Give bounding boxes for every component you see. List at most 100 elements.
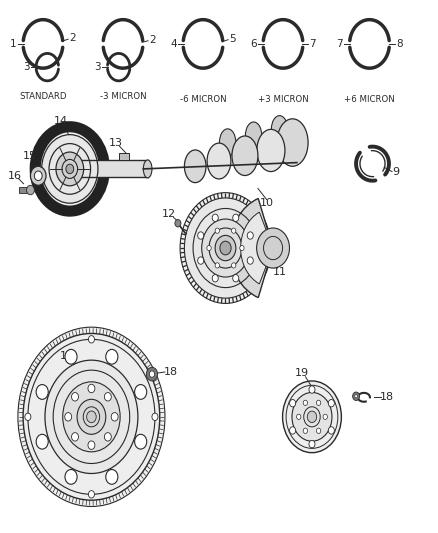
Circle shape xyxy=(328,400,334,407)
Text: 6: 6 xyxy=(250,39,257,49)
Circle shape xyxy=(292,392,332,441)
Circle shape xyxy=(106,470,118,484)
Ellipse shape xyxy=(257,130,285,172)
Text: 4: 4 xyxy=(170,39,177,49)
Ellipse shape xyxy=(232,136,258,175)
Circle shape xyxy=(247,257,253,264)
Circle shape xyxy=(316,400,321,406)
Circle shape xyxy=(56,152,84,186)
Circle shape xyxy=(240,245,244,251)
Circle shape xyxy=(215,263,219,268)
Circle shape xyxy=(25,413,31,421)
Bar xyxy=(19,187,30,193)
Text: 18: 18 xyxy=(163,367,178,377)
Text: 1: 1 xyxy=(10,39,17,49)
Circle shape xyxy=(233,274,239,282)
Text: -3 MICRON: -3 MICRON xyxy=(100,92,146,101)
Circle shape xyxy=(355,394,357,398)
Text: 2: 2 xyxy=(149,35,156,45)
Text: 18: 18 xyxy=(380,392,394,402)
Text: 8: 8 xyxy=(396,39,403,49)
Circle shape xyxy=(232,228,236,233)
Circle shape xyxy=(34,171,42,181)
Wedge shape xyxy=(230,198,273,297)
Text: 9: 9 xyxy=(393,166,400,176)
Ellipse shape xyxy=(143,160,152,178)
Circle shape xyxy=(152,413,158,421)
Circle shape xyxy=(297,414,301,419)
Text: 13: 13 xyxy=(109,138,123,148)
Text: 19: 19 xyxy=(295,368,309,378)
Circle shape xyxy=(215,236,236,261)
Text: 5: 5 xyxy=(230,34,236,44)
Circle shape xyxy=(353,392,360,400)
Circle shape xyxy=(87,411,96,423)
Circle shape xyxy=(247,232,253,239)
Circle shape xyxy=(316,428,321,433)
Circle shape xyxy=(66,164,74,174)
Circle shape xyxy=(88,384,95,393)
Circle shape xyxy=(134,434,147,449)
Circle shape xyxy=(328,427,334,434)
Circle shape xyxy=(45,360,138,473)
Bar xyxy=(79,160,148,177)
Circle shape xyxy=(307,411,317,423)
Circle shape xyxy=(88,491,95,498)
Text: 10: 10 xyxy=(260,198,274,208)
Text: STANDARD: STANDARD xyxy=(19,92,67,101)
Circle shape xyxy=(36,434,48,449)
Ellipse shape xyxy=(184,150,206,183)
Text: 3: 3 xyxy=(23,62,30,72)
Text: 16: 16 xyxy=(8,171,22,181)
Circle shape xyxy=(31,166,46,185)
Circle shape xyxy=(303,428,307,433)
Text: +6 MICRON: +6 MICRON xyxy=(344,94,395,103)
Circle shape xyxy=(290,400,296,407)
Circle shape xyxy=(207,245,211,251)
Circle shape xyxy=(303,400,307,406)
Circle shape xyxy=(257,228,290,268)
Circle shape xyxy=(71,433,78,441)
Circle shape xyxy=(212,274,218,282)
Circle shape xyxy=(146,367,158,381)
Circle shape xyxy=(35,127,104,211)
Circle shape xyxy=(104,393,111,401)
Circle shape xyxy=(134,385,147,399)
Circle shape xyxy=(71,393,78,401)
Ellipse shape xyxy=(207,143,231,179)
Text: 2: 2 xyxy=(69,33,76,43)
Circle shape xyxy=(202,219,249,277)
Circle shape xyxy=(198,257,204,264)
Circle shape xyxy=(23,334,160,500)
Circle shape xyxy=(149,371,155,377)
Circle shape xyxy=(65,413,72,421)
Circle shape xyxy=(111,413,118,421)
Circle shape xyxy=(77,399,106,434)
Circle shape xyxy=(104,433,111,441)
Text: +3 MICRON: +3 MICRON xyxy=(258,94,308,103)
Circle shape xyxy=(198,232,204,239)
Circle shape xyxy=(88,441,95,449)
Circle shape xyxy=(215,228,219,233)
Circle shape xyxy=(290,427,296,434)
Bar xyxy=(119,153,129,160)
Circle shape xyxy=(65,350,77,364)
Circle shape xyxy=(65,470,77,484)
Ellipse shape xyxy=(245,122,262,149)
Circle shape xyxy=(283,381,341,453)
Text: 7: 7 xyxy=(309,39,316,49)
Circle shape xyxy=(18,327,165,506)
Text: 15: 15 xyxy=(23,151,37,161)
Circle shape xyxy=(212,214,218,222)
Circle shape xyxy=(232,263,236,268)
Circle shape xyxy=(63,382,120,452)
Circle shape xyxy=(309,386,315,393)
Text: 12: 12 xyxy=(162,209,177,219)
Circle shape xyxy=(233,214,239,222)
Text: 17: 17 xyxy=(60,351,74,361)
Circle shape xyxy=(88,336,95,343)
Circle shape xyxy=(180,192,271,303)
Text: 11: 11 xyxy=(272,267,286,277)
Text: 7: 7 xyxy=(336,39,343,49)
Circle shape xyxy=(27,185,34,195)
